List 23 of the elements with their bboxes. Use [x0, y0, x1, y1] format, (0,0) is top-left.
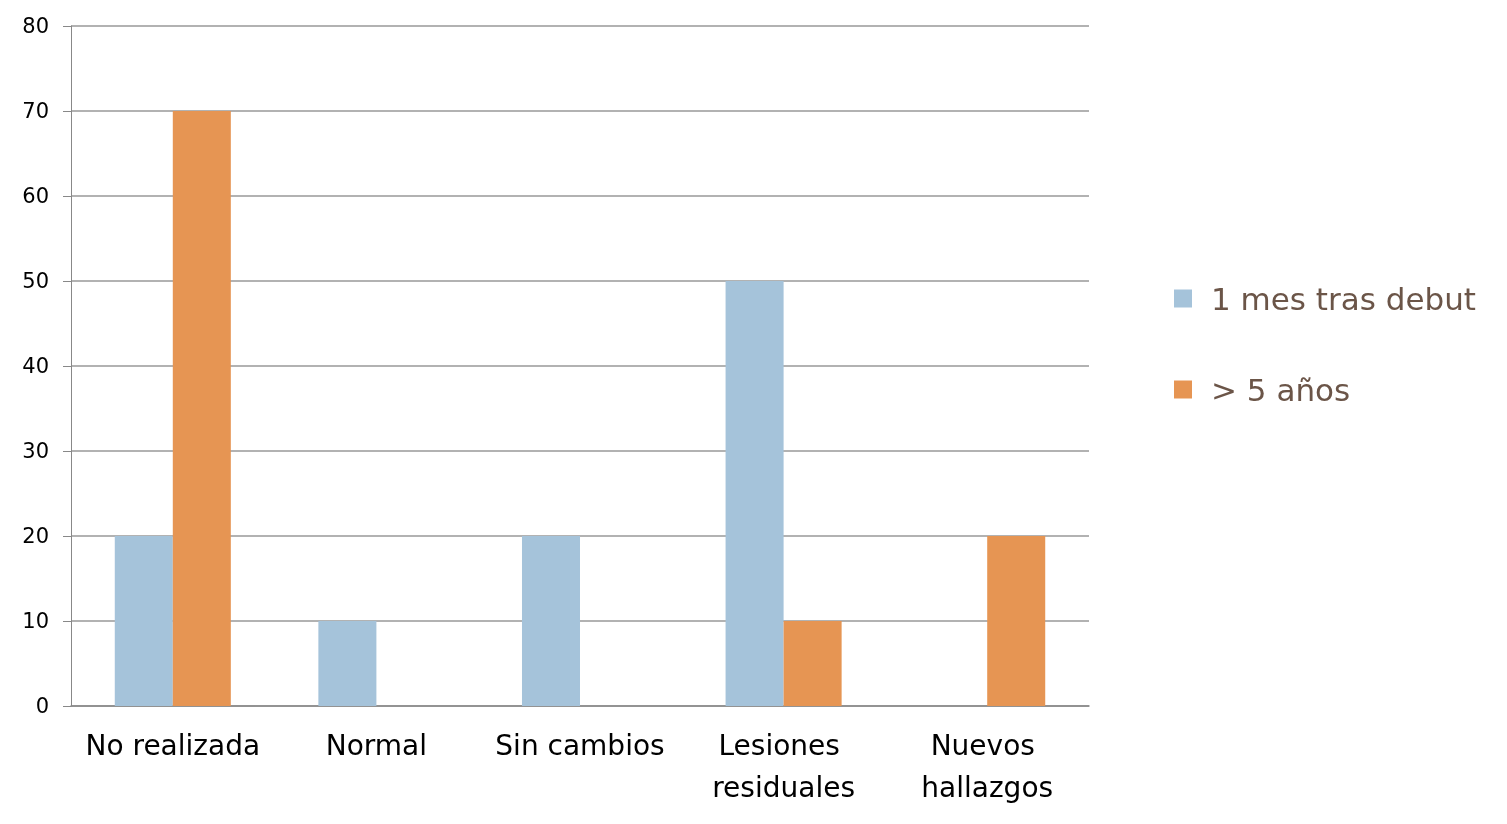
x-tick-label: Nuevos hallazgos — [921, 728, 1054, 804]
legend-label: 1 mes tras debut — [1211, 280, 1476, 317]
x-tick-label: Sin cambios — [495, 728, 665, 762]
y-tick-label: 20 — [22, 524, 49, 548]
y-tick-label: 80 — [22, 14, 49, 38]
y-tick-label: 30 — [22, 439, 49, 463]
bar — [987, 536, 1046, 706]
bar — [521, 536, 580, 706]
y-tick-label: 0 — [35, 694, 49, 718]
bar — [783, 621, 842, 706]
bar — [114, 536, 173, 706]
legend-label: > 5 años — [1211, 371, 1351, 408]
x-tick-label: No realizada — [85, 728, 261, 762]
bar — [318, 621, 377, 706]
x-tick-label: Lesiones residuales — [712, 728, 855, 804]
y-tick-label: 40 — [22, 354, 49, 378]
bar — [172, 111, 231, 706]
x-tick-label: Normal — [325, 728, 428, 762]
y-tick-label: 60 — [22, 184, 49, 208]
y-tick-label: 70 — [22, 99, 49, 123]
y-tick-label: 10 — [22, 609, 49, 633]
bar — [725, 281, 784, 706]
y-tick-label: 50 — [22, 269, 49, 293]
